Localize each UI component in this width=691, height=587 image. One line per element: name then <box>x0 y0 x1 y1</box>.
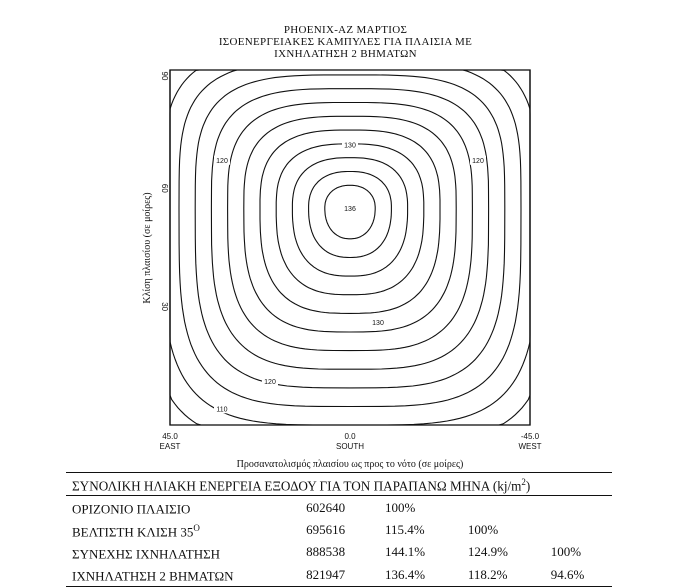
row-pct-horizontal: 136.4% <box>385 563 468 587</box>
row-pct-continuous: 94.6% <box>550 563 612 587</box>
contour-line <box>324 184 376 240</box>
contour-line <box>227 101 473 352</box>
x-tick-sublabel: WEST <box>518 442 541 451</box>
contour-label: 120 <box>216 158 228 165</box>
row-pct-continuous <box>551 496 612 519</box>
contour-label: 120 <box>264 379 276 386</box>
contour-label-bg <box>470 155 486 165</box>
contour-line <box>259 129 441 314</box>
peak-label-bg <box>343 202 357 213</box>
plot-frame <box>169 69 531 426</box>
y-tick-label: 90 <box>160 72 169 81</box>
table-row: ΙΧΝΗΛΑΤΗΣΗ 2 ΒΗΜΑΤΩΝ 821947 136.4% 118.2… <box>66 563 612 587</box>
table-header: ΣΥΝΟΛΙΚΗ ΗΛΙΑΚΗ ΕΝΕΡΓΕΙΑ ΕΞΟΔΟΥ ΓΙΑ ΤΟΝ … <box>66 471 612 497</box>
x-tick-sublabel: SOUTH <box>336 442 364 451</box>
row-value: 821947 <box>306 563 385 587</box>
row-pct-optimal <box>468 496 551 519</box>
row-pct-horizontal: 115.4% <box>385 521 425 537</box>
contour-line <box>243 115 457 333</box>
peak-label: 136 <box>344 206 356 213</box>
contour-label: 110 <box>216 407 227 414</box>
row-pct-horizontal: 144.1% <box>385 544 426 560</box>
chart-title-line-1: PHOENIX-AZ ΜΑΡΤΙΟΣ <box>283 24 408 36</box>
row-label: ΒΕΛΤΙΣΤΗ ΚΛΙΣΗ 35O <box>72 522 200 540</box>
y-axis-ticks: 30 60 90 <box>160 72 169 312</box>
contour-label-bg <box>214 155 230 165</box>
row-pct-optimal: 124.9% <box>467 544 508 560</box>
contour-line <box>178 69 522 408</box>
contour-labels: 110 120 120 120 130 130 <box>214 139 486 414</box>
row-label: ΟΡΙΖΟΝΙΟ ΠΛΑΙΣΙΟ <box>72 501 191 517</box>
contour-label-bg <box>370 317 386 327</box>
table-header-row: ΣΥΝΟΛΙΚΗ ΗΛΙΑΚΗ ΕΝΕΡΓΕΙΑ ΕΞΟΔΟΥ ΓΙΑ ΤΟΝ … <box>66 471 612 497</box>
contour-label: 130 <box>344 142 356 149</box>
table-row: ΒΕΛΤΙΣΤΗ ΚΛΙΣΗ 35O 695616 115.4% 100% <box>66 519 612 541</box>
contour-line <box>308 170 392 259</box>
table-row: ΟΡΙΖΟΝΙΟ ΠΛΑΙΣΙΟ 602640 100% <box>66 496 612 519</box>
contour-line <box>291 157 409 277</box>
row-value: 888538 <box>306 544 346 560</box>
row-label: ΙΧΝΗΛΑΤΗΣΗ 2 ΒΗΜΑΤΩΝ <box>66 563 307 587</box>
contour-line <box>275 143 425 296</box>
contour-line <box>169 69 531 426</box>
x-tick-label: -45.0 <box>521 432 540 441</box>
x-axis-label: Προσανατολισμός πλαισίου ως προς το νότο… <box>237 459 464 470</box>
contour-label: 130 <box>372 320 384 327</box>
contour-line <box>210 88 490 370</box>
x-tick-sublabel: EAST <box>160 442 181 451</box>
row-pct-optimal: 118.2% <box>467 563 551 587</box>
contour-label-bg <box>342 139 358 149</box>
y-tick-label: 30 <box>160 302 169 311</box>
y-axis-label: Κλίση πλαισίου (σε μοίρες) <box>142 192 153 303</box>
row-value: 602640 <box>306 499 346 515</box>
contour-line <box>169 69 531 426</box>
table-row: ΣΥΝΕΧΗΣ ΙΧΝΗΛΑΤΗΣΗ 888538 144.1% 124.9% … <box>66 541 612 563</box>
row-label: ΣΥΝΕΧΗΣ ΙΧΝΗΛΑΤΗΣΗ <box>72 546 221 562</box>
contour-label-bg <box>214 404 230 414</box>
row-value: 695616 <box>306 521 346 537</box>
peak-marker: 136 <box>343 202 357 213</box>
contour-line <box>169 69 531 426</box>
y-tick-label: 60 <box>160 184 169 193</box>
row-pct-continuous: 100% <box>550 544 582 560</box>
contour-label: 120 <box>472 158 484 165</box>
contour-line <box>194 74 506 389</box>
chart-title-line-2: ΙΣΟΕΝΕΡΓΕΙΑΚΕΣ ΚΑΜΠΥΛΕΣ ΓΙΑ ΠΛΑΙΣΙΑ ΜΕ <box>218 36 473 48</box>
energy-table: ΣΥΝΟΛΙΚΗ ΗΛΙΑΚΗ ΕΝΕΡΓΕΙΑ ΕΞΟΔΟΥ ΓΙΑ ΤΟΝ … <box>66 471 612 587</box>
row-pct-optimal: 100% <box>467 521 499 537</box>
contour-lines <box>169 69 531 426</box>
contour-line <box>169 69 531 426</box>
row-pct-continuous <box>551 519 612 541</box>
x-tick-label: 45.0 <box>162 432 178 441</box>
contour-label-bg <box>262 376 278 386</box>
chart-title-line-3: ΙΧΝΗΛΑΤΗΣΗ 2 ΒΗΜΑΤΩΝ <box>274 48 417 60</box>
row-pct-horizontal: 100% <box>385 499 416 515</box>
x-tick-label: 0.0 <box>344 432 356 441</box>
